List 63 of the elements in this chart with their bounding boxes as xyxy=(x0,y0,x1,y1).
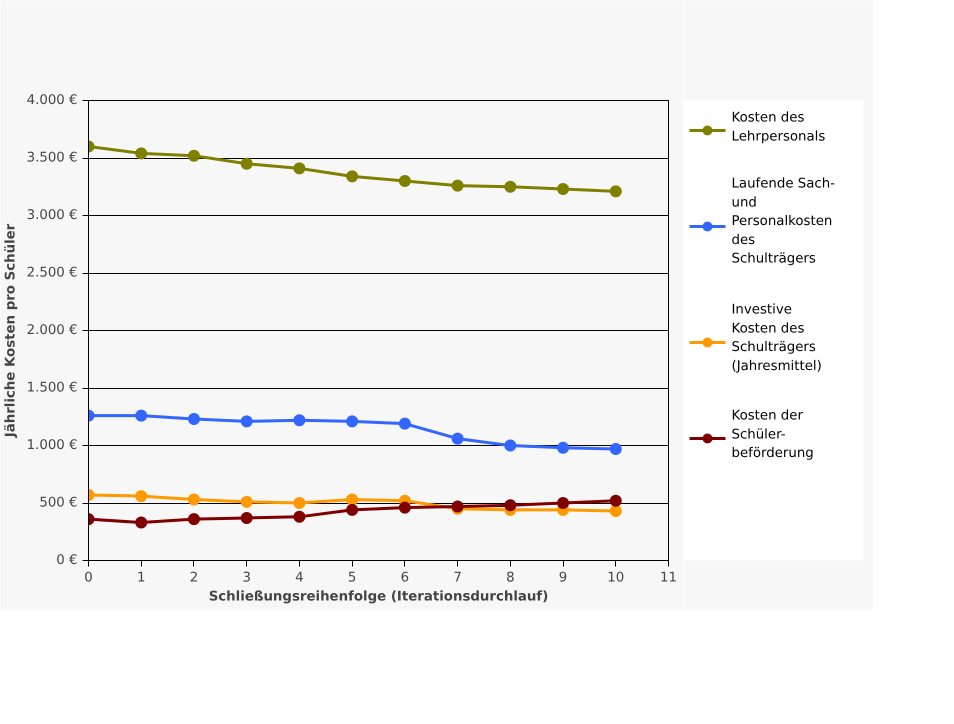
point xyxy=(610,505,622,518)
point xyxy=(293,497,306,509)
point xyxy=(610,494,622,507)
point xyxy=(398,175,411,187)
point xyxy=(452,180,464,192)
point xyxy=(240,512,253,524)
legend-label: Investive Kosten des Schulträgers (Jahresmittel) xyxy=(732,302,822,374)
x-tick-label: 3 xyxy=(242,570,251,586)
point xyxy=(610,185,622,198)
y-tick-label: 4.000 € xyxy=(26,93,78,108)
y-tick-label: 1.500 € xyxy=(26,380,78,396)
point xyxy=(188,513,200,526)
y-tick-label: 500 € xyxy=(39,496,78,510)
x-axis-title: Schließungsreihenfolge (Iterationsdurchlauf) xyxy=(208,590,548,604)
point xyxy=(240,415,253,428)
x-tick-label: 8 xyxy=(506,570,515,586)
legend-label: Kosten des Lehrpersonals xyxy=(732,110,826,144)
point xyxy=(557,497,570,509)
x-tick-label: 2 xyxy=(190,570,198,586)
point xyxy=(346,170,358,182)
point xyxy=(557,442,570,454)
point xyxy=(188,150,200,162)
point xyxy=(557,183,570,196)
point xyxy=(504,440,516,452)
point xyxy=(452,500,464,512)
point xyxy=(135,516,148,529)
legend-label: Laufende Sach- und Personalkosten des Schulträgers xyxy=(732,176,836,266)
point xyxy=(240,158,253,170)
point xyxy=(188,494,200,506)
point xyxy=(135,147,148,160)
y-tick-label: 0 € xyxy=(56,553,78,568)
y-tick-label: 1.000 € xyxy=(26,438,78,453)
point xyxy=(452,432,464,445)
y-tick-label: 2.500 € xyxy=(26,266,78,280)
x-tick-label: 9 xyxy=(558,570,568,586)
x-tick-label: 4 xyxy=(295,570,304,586)
point xyxy=(135,490,148,502)
point xyxy=(504,180,516,193)
point xyxy=(293,414,306,426)
x-tick-label: 11 xyxy=(660,570,677,586)
point xyxy=(346,494,358,506)
point xyxy=(293,162,306,174)
y-tick-label: 3.500 € xyxy=(26,150,78,166)
x-tick-label: 5 xyxy=(348,570,356,586)
y-tick-label: 2.000 € xyxy=(26,323,78,338)
point xyxy=(293,510,306,523)
point xyxy=(610,442,622,455)
x-tick-label: 10 xyxy=(607,570,624,586)
point xyxy=(398,502,411,514)
point xyxy=(346,415,358,428)
legend-label: Kosten der Schüler-beförderung xyxy=(732,408,814,461)
x-tick-label: 0 xyxy=(84,570,93,586)
point xyxy=(135,410,148,422)
y-tick-label: 3.000 € xyxy=(26,208,78,223)
x-tick-label: 1 xyxy=(136,570,146,586)
point xyxy=(504,499,516,512)
point xyxy=(188,413,200,426)
point xyxy=(240,496,253,508)
x-tick-label: 7 xyxy=(453,570,462,586)
point xyxy=(346,504,358,516)
y-axis-title: Jährliche Kosten pro Schüler xyxy=(4,223,19,438)
point xyxy=(398,418,411,430)
x-tick-label: 6 xyxy=(400,570,410,586)
